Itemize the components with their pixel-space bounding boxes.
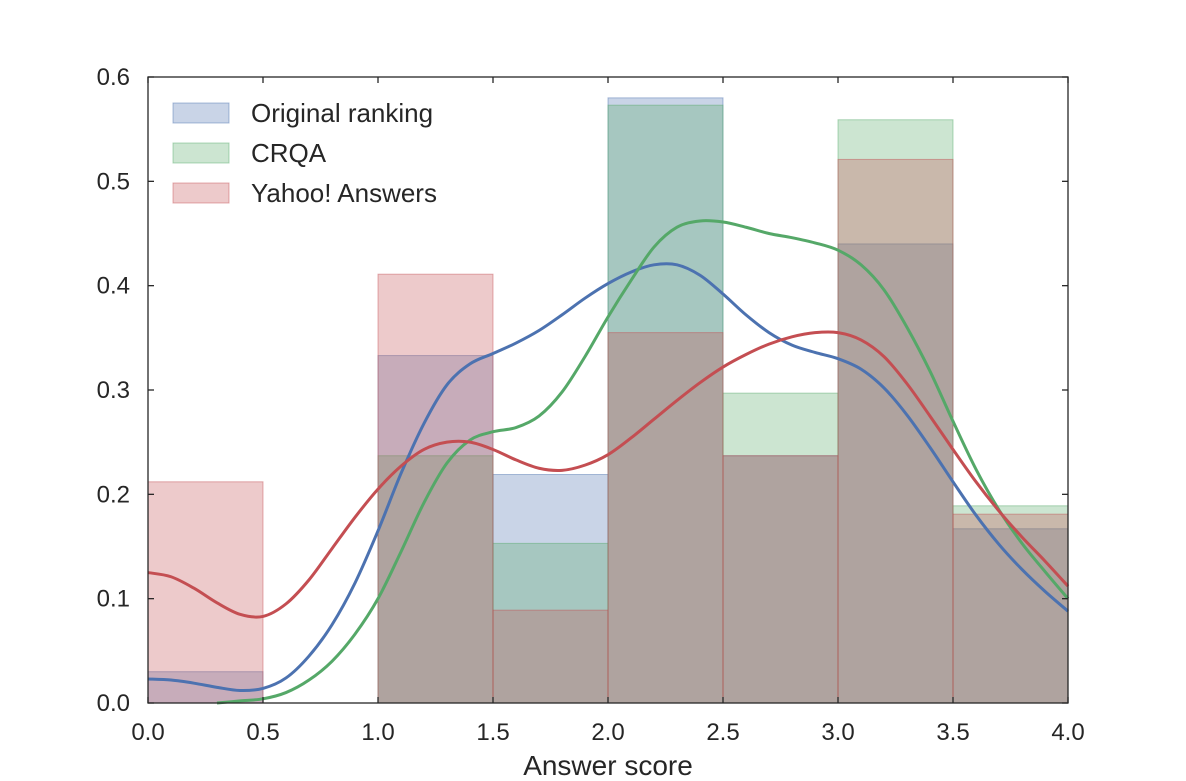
y-tick-label: 0.3	[97, 377, 130, 404]
histogram-bar	[837, 158, 954, 704]
legend-label: Original ranking	[251, 98, 433, 128]
histogram-bar	[377, 273, 494, 704]
kde-curves	[147, 219, 1070, 705]
axis-ticks: 0.0 0.5 1.0 1.5 2.0 2.5 3.0 3.5 4.0 0.0 0.1 0.2 0.3 0…	[97, 64, 1085, 746]
x-tick-label: 0.0	[131, 719, 164, 746]
histogram-bar	[607, 104, 724, 704]
histogram-bar	[837, 243, 954, 704]
histogram-bar	[722, 455, 839, 704]
histogram-bar	[492, 609, 609, 704]
histogram-bars	[147, 97, 1069, 704]
y-tick-label: 0.1	[97, 586, 130, 613]
x-tick-label: 0.5	[246, 719, 279, 746]
x-axis-title: Answer score	[523, 750, 693, 781]
y-tick-label: 0.2	[97, 481, 130, 508]
y-tick-label: 0.5	[97, 168, 130, 195]
legend: Original ranking CRQA Yahoo! Answers	[172, 98, 437, 208]
legend-label: Yahoo! Answers	[251, 178, 437, 208]
histogram-bar	[492, 474, 609, 704]
histogram-bar	[147, 481, 264, 704]
histogram-bar	[952, 505, 1069, 704]
x-tick-label: 4.0	[1051, 719, 1084, 746]
legend-swatch	[172, 182, 230, 204]
bars-series-1	[377, 104, 1069, 704]
x-tick-label: 2.5	[706, 719, 739, 746]
bars-series-0	[147, 97, 1069, 704]
x-tick-label: 3.5	[936, 719, 969, 746]
x-tick-label: 1.0	[361, 719, 394, 746]
histogram-bar	[837, 119, 954, 704]
kde-line-series-1	[216, 219, 1070, 705]
legend-label: CRQA	[251, 138, 327, 168]
y-tick-label: 0.6	[97, 64, 130, 91]
histogram-bar	[377, 355, 494, 704]
kde-line-series-0	[147, 262, 1069, 693]
x-tick-label: 1.5	[476, 719, 509, 746]
histogram-bar	[607, 97, 724, 704]
histogram-bar	[147, 671, 264, 704]
histogram-bar	[952, 513, 1069, 704]
y-tick-label: 0.0	[97, 690, 130, 717]
histogram-bar	[607, 332, 724, 704]
kde-line-series-2	[147, 330, 1070, 619]
histogram-bar	[377, 455, 494, 704]
bars-series-2	[147, 158, 1069, 704]
x-tick-label: 3.0	[821, 719, 854, 746]
histogram-bar	[722, 392, 839, 704]
legend-swatch	[172, 142, 230, 164]
y-tick-label: 0.4	[97, 273, 130, 300]
histogram-bar	[722, 455, 839, 704]
x-tick-label: 2.0	[591, 719, 624, 746]
legend-swatch	[172, 102, 230, 124]
